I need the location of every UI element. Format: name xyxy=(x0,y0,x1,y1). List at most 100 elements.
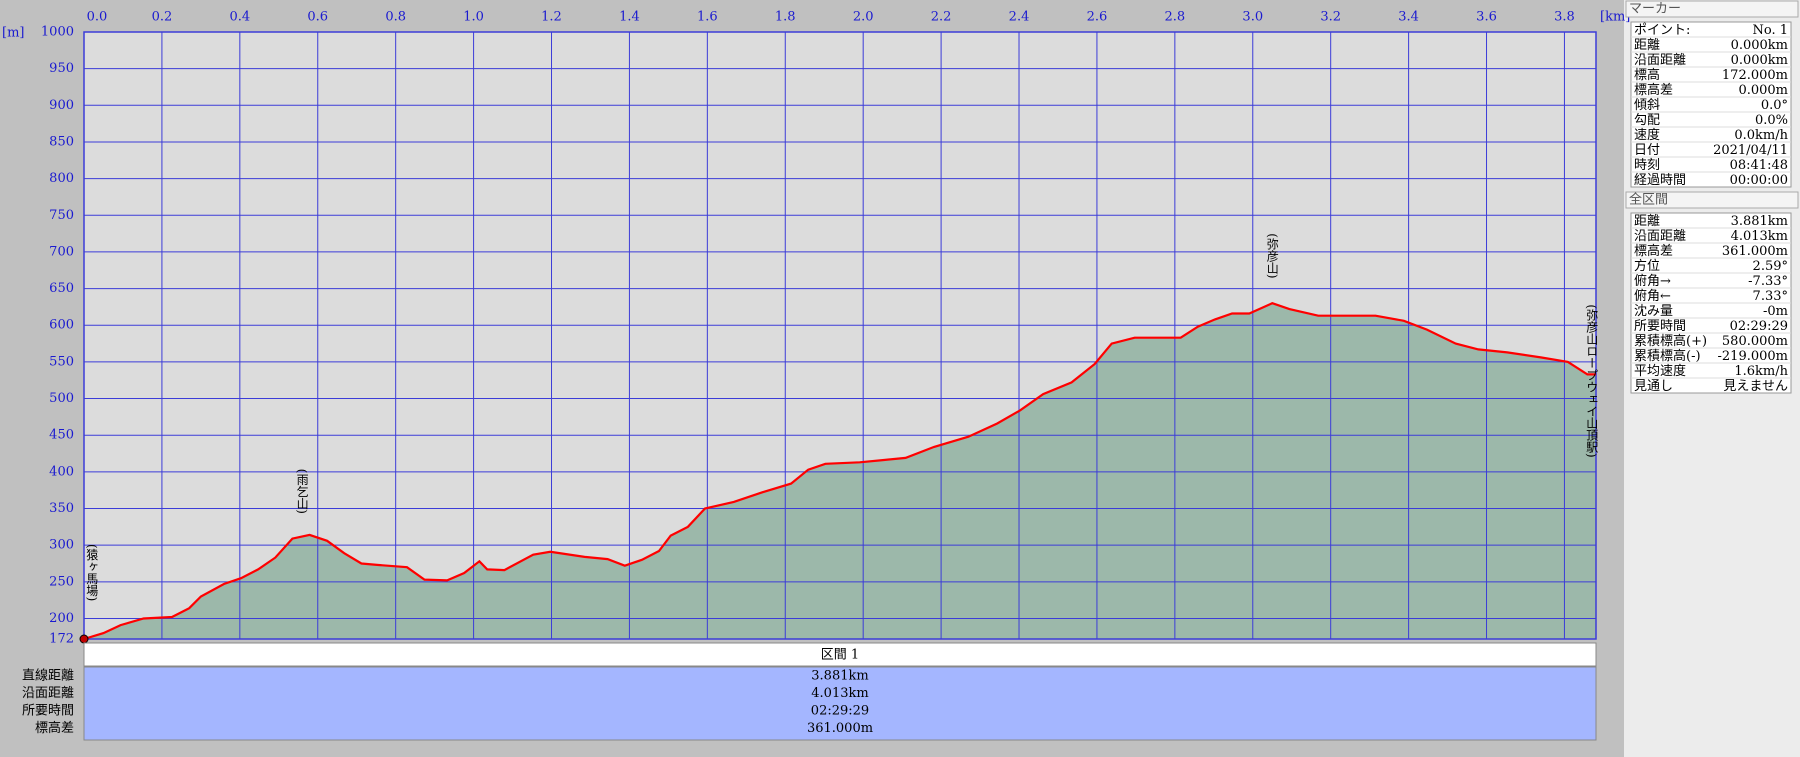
panel-row-value: 0.000m xyxy=(1738,83,1788,98)
segment-header xyxy=(83,642,1597,667)
panel-row-label: 俯角← xyxy=(1634,288,1671,304)
y-tick-label: 650 xyxy=(49,281,74,296)
elevation-area xyxy=(84,303,1596,639)
y-tick-label: 200 xyxy=(49,611,74,626)
x-tick-label: 3.8 xyxy=(1554,10,1575,25)
y-tick-label: 300 xyxy=(49,538,74,553)
y-tick-label: 950 xyxy=(49,61,74,76)
x-tick-label: 0.0 xyxy=(87,10,108,25)
panel-title: マーカー xyxy=(1629,2,1681,17)
panel-row-value: 08:41:48 xyxy=(1730,158,1788,173)
y-tick-label: 850 xyxy=(49,134,74,149)
x-tick-label: 3.2 xyxy=(1320,10,1341,25)
panel-row-value: 172.000m xyxy=(1722,68,1788,83)
x-tick-label: 1.8 xyxy=(775,10,796,25)
panel-row-value: 0.000km xyxy=(1731,38,1788,53)
panel-row-label: 速度 xyxy=(1634,127,1660,143)
panel-row-value: -219.000m xyxy=(1718,349,1788,364)
waypoint-label: (猿ヶ馬場) xyxy=(85,544,99,601)
segment-row-value: 3.881km xyxy=(811,669,868,684)
panel-row-label: 経過時間 xyxy=(1634,173,1686,188)
panel-row-label: 累積標高(+) xyxy=(1634,333,1707,349)
panel-row-label: 標高差 xyxy=(1634,243,1673,259)
segment-row-label: 標高差 xyxy=(35,720,74,736)
panel-row-label: 沿面距離 xyxy=(1634,53,1686,68)
y-unit: [m] xyxy=(2,26,24,41)
y-tick-label: 800 xyxy=(49,171,74,186)
panel-row-value: 7.33° xyxy=(1753,289,1788,304)
x-tick-label: 0.6 xyxy=(307,10,328,25)
segment-row-label: 直線距離 xyxy=(22,668,74,684)
panel-row-label: 累積標高(-) xyxy=(1634,348,1701,364)
y-tick-label: 550 xyxy=(49,354,74,369)
y-tick-label: 1000 xyxy=(41,25,74,40)
segment-row-label: 所要時間 xyxy=(22,704,74,719)
panel-title-bar xyxy=(1625,0,1799,18)
panel-row-value: 2.59° xyxy=(1753,259,1788,274)
x-tick-label: 0.4 xyxy=(229,10,250,25)
panel-row-label: 距離 xyxy=(1634,214,1660,229)
waypoint-label: (弥彦山ロープウェイ山頂駅) xyxy=(1585,304,1599,457)
panel-row-label: 沿面距離 xyxy=(1634,229,1686,244)
panel-row-label: 沈み量 xyxy=(1634,304,1673,319)
y-tick-label: 250 xyxy=(49,574,74,589)
x-tick-label: 2.2 xyxy=(931,10,952,25)
panel-row-value: 02:29:29 xyxy=(1730,319,1788,334)
panel-row-value: 361.000m xyxy=(1722,244,1788,259)
panel-title-bar xyxy=(1625,191,1799,209)
panel-row-value: 4.013km xyxy=(1731,229,1788,244)
segment-body xyxy=(83,666,1597,741)
panel-row-label: 勾配 xyxy=(1634,113,1660,128)
panel-row-label: 標高差 xyxy=(1634,82,1673,98)
panel-row-value: 見えません xyxy=(1723,379,1788,394)
x-tick-label: 1.6 xyxy=(697,10,718,25)
panel-row-value: 0.0km/h xyxy=(1734,128,1788,143)
panel-row-value: -0m xyxy=(1763,304,1788,319)
panel-row-label: 日付 xyxy=(1634,143,1660,158)
x-tick-label: 0.8 xyxy=(385,10,406,25)
y-tick-label: 700 xyxy=(49,244,74,259)
panel-row-label: 俯角→ xyxy=(1634,273,1671,289)
panel-row-value: 0.000km xyxy=(1731,53,1788,68)
panel-row-label: 標高 xyxy=(1634,67,1660,83)
y-tick-label: 750 xyxy=(49,208,74,223)
panel-row-value: 1.6km/h xyxy=(1734,364,1788,379)
y-tick-label: 400 xyxy=(49,464,74,479)
y-tick-label: 500 xyxy=(49,391,74,406)
y-tick-label: 350 xyxy=(49,501,74,516)
x-tick-label: 2.0 xyxy=(853,10,874,25)
panel-row-label: 時刻 xyxy=(1634,158,1660,173)
waypoint-label: (弥彦山) xyxy=(1265,233,1279,278)
panel-row-value: 2021/04/11 xyxy=(1713,143,1788,158)
panel-row-value: -7.33° xyxy=(1748,274,1788,289)
y-tick-label: 600 xyxy=(49,318,74,333)
panel-row-label: 距離 xyxy=(1634,38,1660,53)
x-tick-label: 3.4 xyxy=(1398,10,1419,25)
waypoint-label: (雨乞山) xyxy=(295,469,309,514)
panel-row-value: 580.000m xyxy=(1722,334,1788,349)
panel-row-value: 0.0° xyxy=(1761,98,1788,113)
panel-row-label: ポイント: xyxy=(1634,23,1690,38)
x-tick-label: 1.4 xyxy=(619,10,640,25)
panel-row-label: 平均速度 xyxy=(1634,363,1686,379)
panel-row-value: 0.0% xyxy=(1755,113,1788,128)
x-tick-label: 2.4 xyxy=(1009,10,1030,25)
panel-table xyxy=(1630,21,1792,188)
x-tick-label: 2.8 xyxy=(1165,10,1186,25)
x-tick-label: 0.2 xyxy=(152,10,173,25)
segment-row-label: 沿面距離 xyxy=(22,686,74,701)
x-unit: [km] xyxy=(1600,10,1630,25)
panel-row-label: 傾斜 xyxy=(1634,98,1660,113)
panel-row-label: 方位 xyxy=(1634,258,1660,274)
segment-row-value: 4.013km xyxy=(811,686,868,701)
elevation-line xyxy=(83,302,1596,641)
panel-row-value: 00:00:00 xyxy=(1730,173,1788,188)
y-tick-label: 172 xyxy=(49,632,74,647)
panel-title: 全区間 xyxy=(1629,192,1668,208)
segment-row-value: 361.000m xyxy=(807,721,873,736)
x-tick-label: 2.6 xyxy=(1087,10,1108,25)
segment-row-value: 02:29:29 xyxy=(811,704,869,719)
x-tick-label: 3.0 xyxy=(1242,10,1263,25)
panel-row-value: 3.881km xyxy=(1731,214,1788,229)
